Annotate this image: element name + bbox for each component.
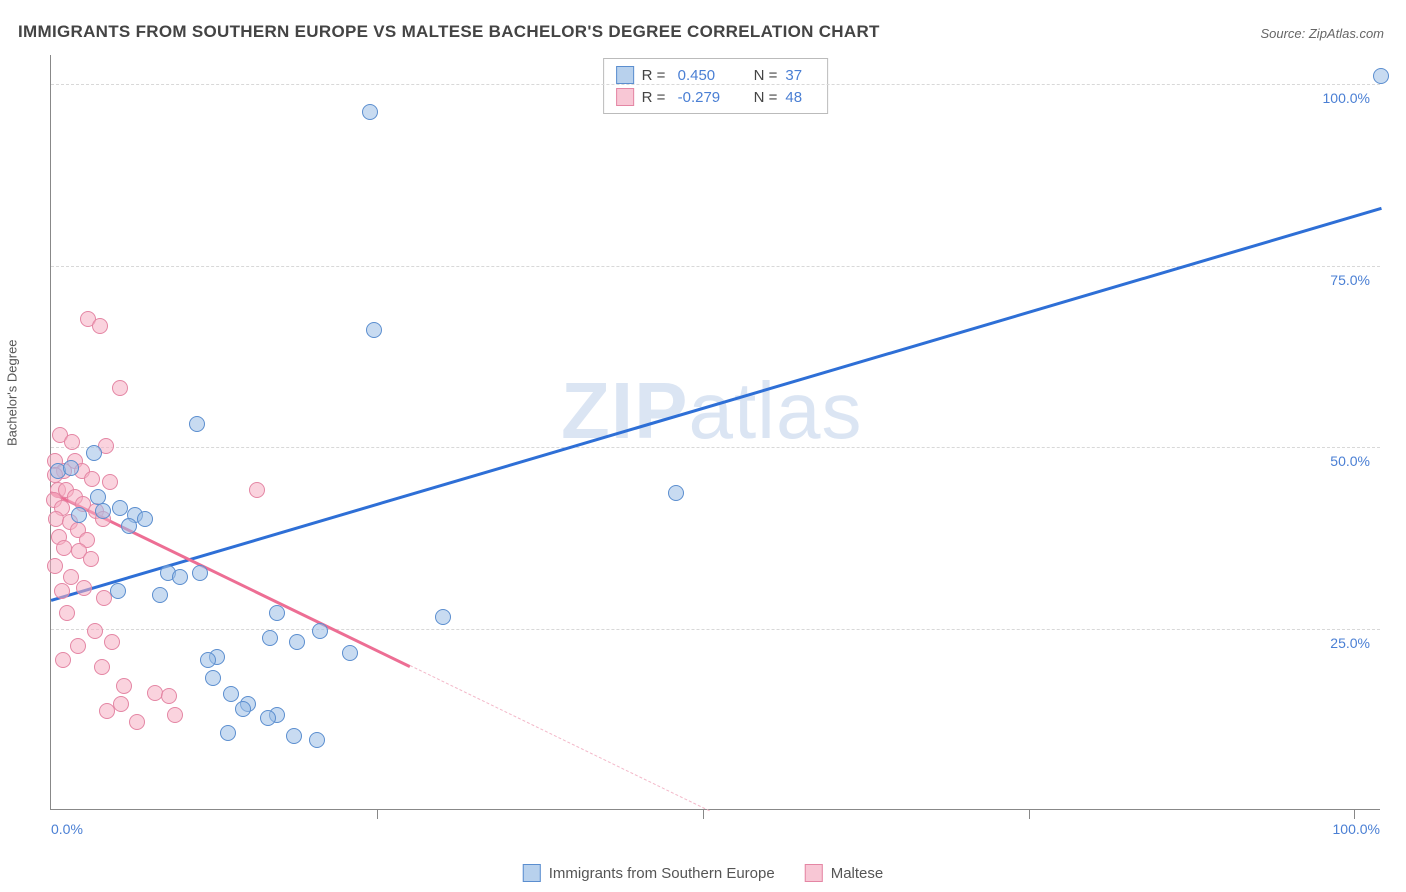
data-point [362,104,378,120]
legend-label-2: Maltese [831,865,884,882]
data-point [668,485,684,501]
data-point [137,511,153,527]
correlation-legend: R = 0.450 N = 37 R = -0.279 N = 48 [603,58,829,114]
data-point [260,710,276,726]
data-point [110,583,126,599]
data-point [366,322,382,338]
legend-swatch-blue [523,864,541,882]
data-point [205,670,221,686]
data-point [289,634,305,650]
data-point [87,623,103,639]
data-point [95,503,111,519]
plot-area: ZIPatlas R = 0.450 N = 37 R = -0.279 N =… [50,55,1380,810]
y-tick-label: 50.0% [1330,453,1370,469]
x-tick [1354,809,1355,819]
n-label: N = [754,89,778,106]
data-point [172,569,188,585]
data-point [94,659,110,675]
data-point [83,551,99,567]
legend-item-series-2: Maltese [805,864,884,882]
data-point [47,558,63,574]
data-point [152,587,168,603]
legend-swatch-blue [616,66,634,84]
data-point [121,518,137,534]
data-point [113,696,129,712]
data-point [1373,68,1389,84]
series-legend: Immigrants from Southern Europe Maltese [523,864,883,882]
data-point [92,318,108,334]
data-point [249,482,265,498]
legend-swatch-pink [616,88,634,106]
data-point [262,630,278,646]
data-point [342,645,358,661]
data-point [86,445,102,461]
n-value-2: 48 [785,89,815,106]
data-point [70,638,86,654]
x-tick [377,809,378,819]
data-point [223,686,239,702]
watermark: ZIPatlas [561,365,862,457]
data-point [54,583,70,599]
data-point [64,434,80,450]
data-point [55,652,71,668]
y-tick-label: 75.0% [1330,272,1370,288]
x-tick [1029,809,1030,819]
data-point [102,474,118,490]
y-axis-label: Bachelor's Degree [5,339,20,446]
data-point [309,732,325,748]
x-tick-max: 100.0% [1333,821,1380,837]
data-point [189,416,205,432]
data-point [59,605,75,621]
data-point [435,609,451,625]
trend-line [410,665,710,811]
r-label: R = [642,89,670,106]
data-point [112,500,128,516]
data-point [104,634,120,650]
grid-line [51,84,1380,85]
grid-line [51,629,1380,630]
data-point [167,707,183,723]
data-point [112,380,128,396]
data-point [235,701,251,717]
chart-container: IMMIGRANTS FROM SOUTHERN EUROPE VS MALTE… [0,0,1406,892]
data-point [56,540,72,556]
y-tick-label: 100.0% [1323,90,1370,106]
data-point [269,605,285,621]
trend-line [51,208,1382,602]
data-point [161,688,177,704]
data-point [286,728,302,744]
x-tick-min: 0.0% [51,821,83,837]
legend-label-1: Immigrants from Southern Europe [549,865,775,882]
grid-line [51,447,1380,448]
data-point [129,714,145,730]
data-point [312,623,328,639]
r-value-2: -0.279 [678,89,738,106]
legend-swatch-pink [805,864,823,882]
data-point [192,565,208,581]
data-point [200,652,216,668]
legend-item-series-1: Immigrants from Southern Europe [523,864,775,882]
data-point [84,471,100,487]
legend-row-series-1: R = 0.450 N = 37 [616,64,816,86]
data-point [71,507,87,523]
source-attribution: Source: ZipAtlas.com [1260,26,1384,41]
x-tick [703,809,704,819]
data-point [116,678,132,694]
data-point [99,703,115,719]
y-tick-label: 25.0% [1330,635,1370,651]
r-value-1: 0.450 [678,67,738,84]
chart-title: IMMIGRANTS FROM SOUTHERN EUROPE VS MALTE… [18,22,880,42]
r-label: R = [642,67,670,84]
data-point [147,685,163,701]
n-label: N = [754,67,778,84]
n-value-1: 37 [785,67,815,84]
data-point [63,460,79,476]
data-point [76,580,92,596]
legend-row-series-2: R = -0.279 N = 48 [616,86,816,108]
data-point [220,725,236,741]
